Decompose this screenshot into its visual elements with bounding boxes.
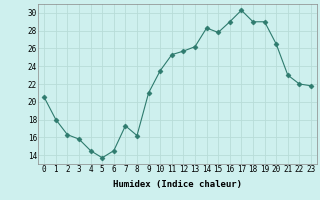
X-axis label: Humidex (Indice chaleur): Humidex (Indice chaleur): [113, 180, 242, 189]
